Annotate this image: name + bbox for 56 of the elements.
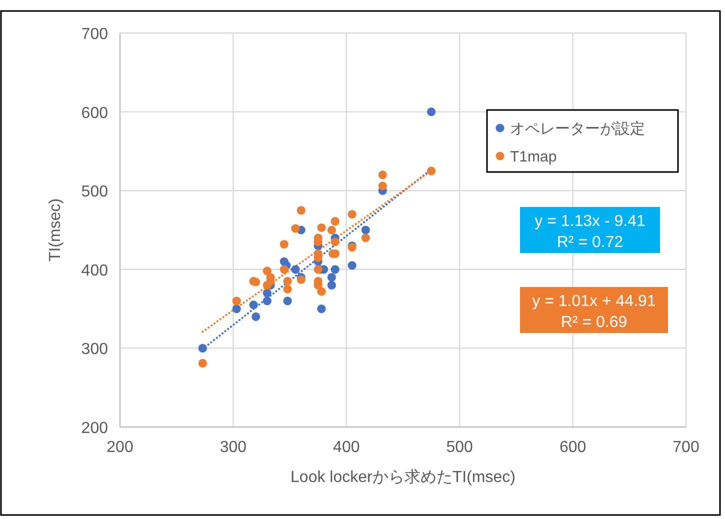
point xyxy=(361,234,370,242)
point xyxy=(378,182,387,190)
y-tick-label: 500 xyxy=(81,184,108,201)
point xyxy=(427,166,436,176)
y-tick-label: 300 xyxy=(81,341,108,358)
point xyxy=(249,300,258,310)
point xyxy=(317,223,326,232)
y-tick-label: 200 xyxy=(81,420,108,437)
point xyxy=(280,265,288,274)
point xyxy=(198,344,207,352)
point xyxy=(327,272,336,282)
point xyxy=(296,206,306,215)
point xyxy=(291,224,300,233)
annotation: y = 1.13x - 9.41 xyxy=(534,213,646,230)
x-tick-label: 700 xyxy=(672,439,700,456)
x-tick-label: 500 xyxy=(446,439,474,456)
point xyxy=(378,170,387,180)
annotation: R² = 0.72 xyxy=(556,234,624,251)
point xyxy=(327,280,336,290)
legend-label: T1map xyxy=(510,148,557,166)
annotation: y = 1.01x + 44.91 xyxy=(532,293,656,310)
annotation: R² = 0.69 xyxy=(560,314,628,331)
point xyxy=(296,275,306,284)
point xyxy=(348,210,356,219)
point xyxy=(283,284,292,294)
point xyxy=(198,358,207,368)
point xyxy=(232,304,241,314)
point xyxy=(291,265,300,274)
x-tick-label: 600 xyxy=(559,439,586,456)
point xyxy=(427,108,436,116)
point xyxy=(330,265,340,274)
point xyxy=(317,287,326,296)
point xyxy=(252,312,260,321)
point xyxy=(327,226,336,234)
x-tick-label: 400 xyxy=(333,439,360,456)
point xyxy=(283,276,292,286)
point xyxy=(330,217,340,226)
point xyxy=(262,296,272,306)
y-tick-label: 700 xyxy=(81,26,108,43)
y-axis-title: TI(msec) xyxy=(47,198,64,262)
point xyxy=(283,296,292,306)
point xyxy=(280,240,288,248)
point xyxy=(361,226,370,234)
x-tick-label: 300 xyxy=(220,439,247,456)
x-tick-label: 200 xyxy=(106,439,134,456)
point xyxy=(262,266,272,276)
x-axis-title: Look lockerから求めたTI(msec) xyxy=(290,468,516,486)
point xyxy=(330,238,340,246)
point xyxy=(262,288,272,298)
legend-label: オペレーターが設定 xyxy=(510,120,645,138)
point xyxy=(232,296,241,306)
point xyxy=(314,265,322,274)
point xyxy=(348,261,356,270)
y-tick-label: 400 xyxy=(81,262,108,280)
point xyxy=(317,304,326,314)
y-tick-label: 600 xyxy=(81,104,108,122)
